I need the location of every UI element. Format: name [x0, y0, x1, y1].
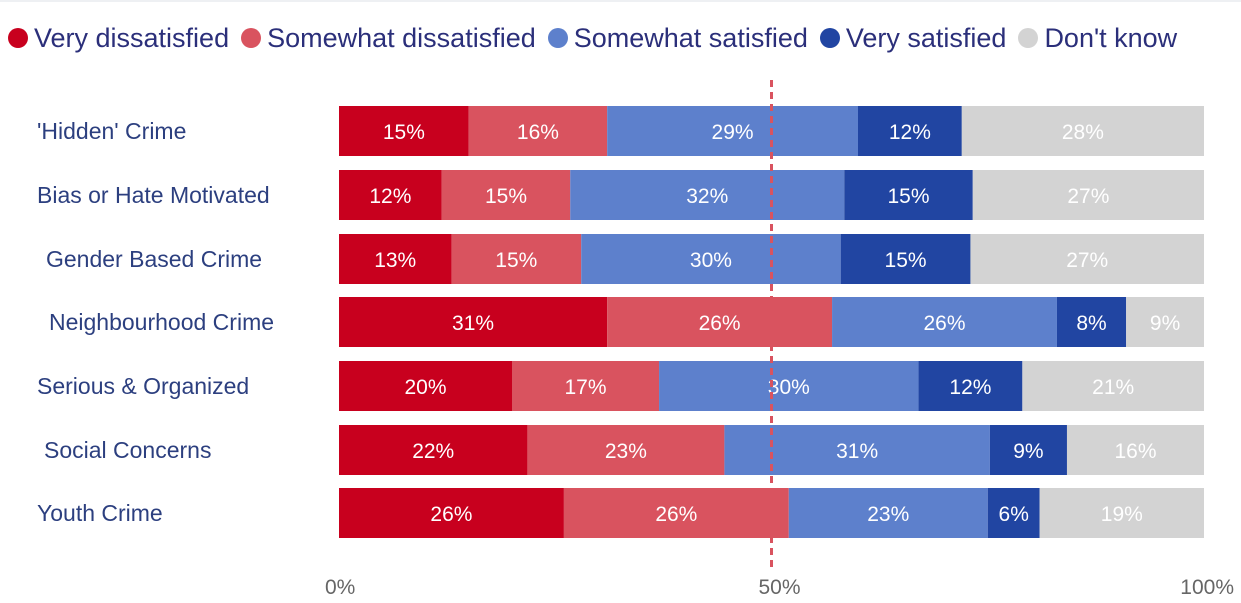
data-label: 12% — [949, 376, 991, 399]
data-label: 15% — [888, 185, 930, 208]
legend-label: Don't know — [1044, 22, 1178, 53]
bar-segment-neighbourhood-crime-don-t-know[interactable] — [1126, 297, 1204, 347]
bar-segment-social-concerns-don-t-know[interactable] — [1066, 425, 1204, 475]
bar-segment-bias-or-hate-motivated-somewhat-dissatisfied[interactable] — [441, 170, 571, 220]
bar-segment-bias-or-hate-motivated-very-dissatisfied[interactable] — [339, 170, 442, 220]
data-label: 30% — [768, 376, 810, 399]
data-label: 23% — [605, 440, 647, 463]
data-label: 16% — [1114, 440, 1156, 463]
legend-marker-very-dissatisfied — [8, 28, 28, 48]
bar-segment-neighbourhood-crime-somewhat-satisfied[interactable] — [832, 297, 1057, 347]
data-label: 8% — [1076, 312, 1106, 335]
bar-segment-hidden-crime-somewhat-satisfied[interactable] — [607, 106, 858, 156]
x-tick-label: 50% — [758, 576, 800, 599]
bar-segment-youth-crime-very-satisfied[interactable] — [987, 488, 1040, 538]
data-label: 9% — [1150, 312, 1180, 335]
bar-segment-serious-organized-very-satisfied[interactable] — [918, 361, 1023, 411]
category-label-hidden-crime: 'Hidden' Crime — [37, 118, 186, 144]
legend-item-very-satisfied: Very satisfied — [819, 22, 1007, 54]
legend-item-don-t-know: Don't know — [1018, 23, 1177, 54]
category-label-social-concerns: Social Concerns — [44, 437, 211, 463]
data-label: 27% — [1066, 249, 1108, 272]
bar-segment-gender-based-crime-very-dissatisfied[interactable] — [339, 234, 452, 284]
data-label: 26% — [430, 503, 472, 526]
data-label: 9% — [1013, 440, 1043, 463]
bar-segment-neighbourhood-crime-very-dissatisfied[interactable] — [339, 297, 608, 347]
x-tick-label: 100% — [1180, 576, 1234, 599]
data-label: 15% — [495, 249, 537, 272]
data-label: 26% — [923, 312, 965, 335]
data-label: 31% — [452, 312, 494, 335]
data-label: 16% — [517, 121, 559, 144]
data-label: 31% — [836, 440, 878, 463]
bar-segment-social-concerns-very-dissatisfied[interactable] — [339, 425, 528, 475]
category-label-neighbourhood-crime: Neighbourhood Crime — [49, 309, 274, 335]
category-label-youth-crime: Youth Crime — [37, 500, 163, 526]
data-label: 28% — [1062, 121, 1104, 144]
bar-segment-bias-or-hate-motivated-somewhat-satisfied[interactable] — [570, 170, 845, 220]
bar-segment-serious-organized-somewhat-satisfied[interactable] — [659, 361, 919, 411]
bar-segment-youth-crime-somewhat-dissatisfied[interactable] — [563, 488, 789, 538]
legend-label: Very dissatisfied — [34, 22, 230, 53]
bar-segment-gender-based-crime-somewhat-dissatisfied[interactable] — [451, 234, 582, 284]
category-label-bias-or-hate-motivated: Bias or Hate Motivated — [37, 182, 270, 208]
legend: Very dissatisfied Somewhat dissatisfied So… — [8, 20, 1189, 56]
bar-segment-bias-or-hate-motivated-don-t-know[interactable] — [972, 170, 1204, 220]
category-label-gender-based-crime: Gender Based Crime — [46, 246, 262, 272]
x-tick-label: 0% — [325, 576, 355, 599]
top-divider — [0, 0, 1241, 2]
data-label: 29% — [712, 121, 754, 144]
bar-segment-gender-based-crime-somewhat-satisfied[interactable] — [581, 234, 841, 284]
data-label: 26% — [699, 312, 741, 335]
legend-marker-very-satisfied — [819, 28, 840, 48]
bar-segment-youth-crime-don-t-know[interactable] — [1039, 488, 1204, 538]
data-label: 19% — [1101, 503, 1143, 526]
data-label: 6% — [999, 503, 1029, 526]
data-label: 30% — [690, 249, 732, 272]
legend-label: Somewhat dissatisfied — [267, 22, 536, 53]
bar-segment-serious-organized-somewhat-dissatisfied[interactable] — [512, 361, 660, 411]
bar-segment-serious-organized-don-t-know[interactable] — [1022, 361, 1204, 411]
bar-segment-neighbourhood-crime-very-satisfied[interactable] — [1056, 297, 1127, 347]
data-label: 27% — [1067, 185, 1109, 208]
data-label: 23% — [867, 503, 909, 526]
data-label: 12% — [369, 185, 411, 208]
data-label: 15% — [383, 121, 425, 144]
data-label: 32% — [686, 185, 728, 208]
legend-label: Very satisfied — [845, 22, 1007, 53]
data-label: 20% — [404, 376, 446, 399]
bar-segment-neighbourhood-crime-somewhat-dissatisfied[interactable] — [607, 297, 833, 347]
bar-segment-social-concerns-somewhat-satisfied[interactable] — [724, 425, 990, 475]
category-label-serious-organized: Serious & Organized — [37, 373, 249, 399]
legend-item-very-dissatisfied: Very dissatisfied — [8, 23, 229, 54]
data-label: 15% — [885, 249, 927, 272]
legend-marker-somewhat-satisfied — [547, 28, 568, 48]
bar-segment-bias-or-hate-motivated-very-satisfied[interactable] — [844, 170, 973, 220]
bar-segment-gender-based-crime-very-satisfied[interactable] — [840, 234, 971, 284]
bar-segment-youth-crime-very-dissatisfied[interactable] — [339, 488, 564, 538]
bar-segment-youth-crime-somewhat-satisfied[interactable] — [788, 488, 988, 538]
legend-item-somewhat-satisfied: Somewhat satisfied — [547, 22, 808, 54]
data-label: 22% — [412, 440, 454, 463]
bar-segment-hidden-crime-somewhat-dissatisfied[interactable] — [468, 106, 608, 156]
legend-marker-somewhat-dissatisfied — [241, 28, 262, 48]
bar-segment-hidden-crime-very-dissatisfied[interactable] — [339, 106, 469, 156]
data-label: 21% — [1092, 376, 1134, 399]
data-label: 13% — [374, 249, 416, 272]
data-label: 17% — [565, 376, 607, 399]
bar-segment-serious-organized-very-dissatisfied[interactable] — [339, 361, 512, 411]
legend-marker-don-t-know — [1018, 28, 1039, 48]
bar-segment-social-concerns-very-satisfied[interactable] — [989, 425, 1067, 475]
data-label: 12% — [889, 121, 931, 144]
data-label: 26% — [655, 503, 697, 526]
data-label: 15% — [485, 185, 527, 208]
bar-segment-hidden-crime-very-satisfied[interactable] — [858, 106, 962, 156]
legend-label: Somewhat satisfied — [573, 22, 808, 53]
legend-item-somewhat-dissatisfied: Somewhat dissatisfied — [241, 23, 536, 54]
bar-segment-social-concerns-somewhat-dissatisfied[interactable] — [527, 425, 725, 475]
bar-segment-gender-based-crime-don-t-know[interactable] — [970, 234, 1204, 284]
bar-segment-hidden-crime-don-t-know[interactable] — [961, 106, 1204, 156]
